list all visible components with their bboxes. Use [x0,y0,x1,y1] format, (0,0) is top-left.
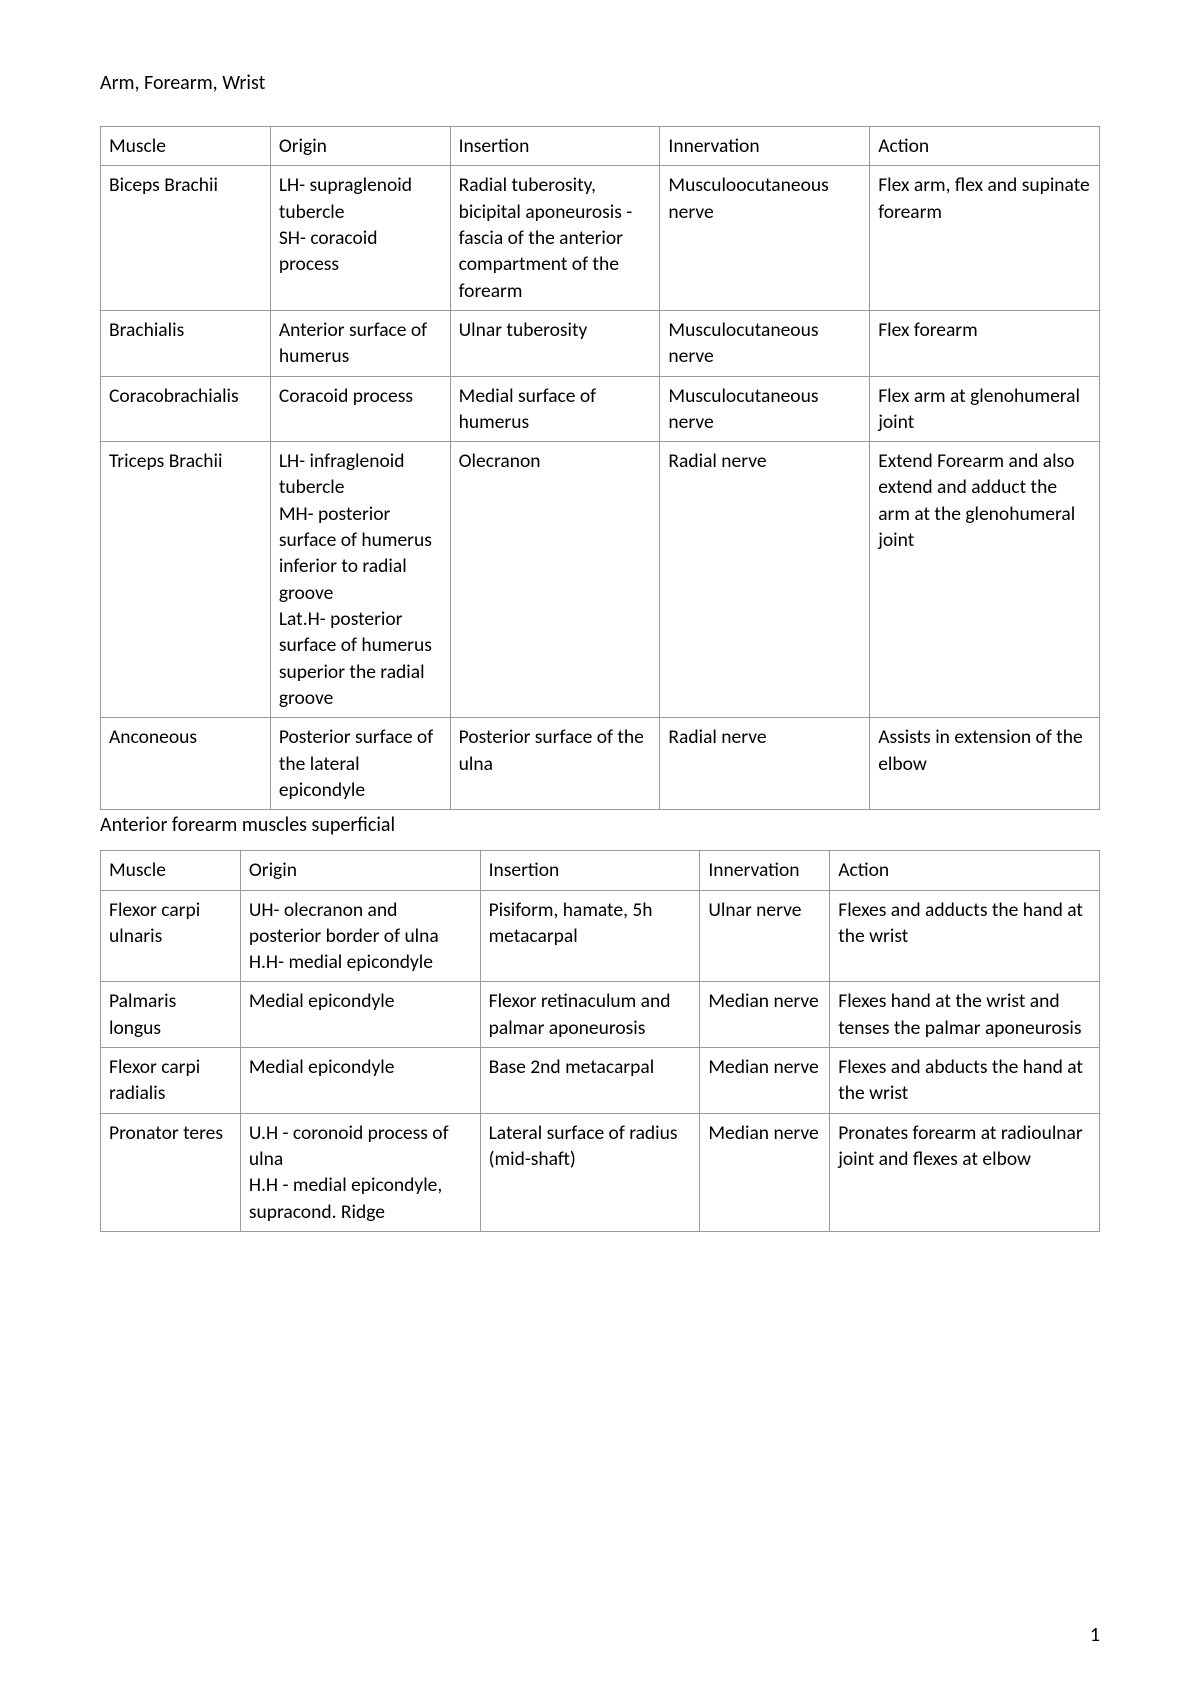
cell-origin: U.H - coronoid process of ulnaH.H - medi… [240,1113,480,1231]
cell-origin: Anterior surface of humerus [270,310,450,376]
cell-innervation: Radial nerve [660,718,870,810]
cell-origin: LH- supraglenoid tubercleSH- coracoid pr… [270,166,450,311]
cell-action: Flex arm, flex and supinate forearm [870,166,1100,311]
cell-origin: Medial epicondyle [240,982,480,1048]
forearm-muscles-table: Muscle Origin Insertion Innervation Acti… [100,850,1100,1232]
table-row: Brachialis Anterior surface of humerus U… [101,310,1100,376]
header-innervation: Innervation [700,851,830,890]
cell-action: Flex arm at glenohumeral joint [870,376,1100,442]
table-row: Biceps Brachii LH- supraglenoid tubercle… [101,166,1100,311]
cell-action: Flexes and adducts the hand at the wrist [830,890,1100,982]
table-row: Flexor carpi ulnaris UH- olecranon and p… [101,890,1100,982]
cell-muscle: Palmaris longus [101,982,241,1048]
header-insertion: Insertion [480,851,700,890]
cell-origin: UH- olecranon and posterior border of ul… [240,890,480,982]
cell-innervation: Musculoocutaneous nerve [660,166,870,311]
table-row: Pronator teres U.H - coronoid process of… [101,1113,1100,1231]
arm-muscles-table: Muscle Origin Insertion Innervation Acti… [100,126,1100,810]
header-origin: Origin [270,127,450,166]
cell-innervation: Musculocutaneous nerve [660,310,870,376]
cell-insertion: Olecranon [450,442,660,718]
cell-muscle: Flexor carpi radialis [101,1048,241,1114]
cell-muscle: Flexor carpi ulnaris [101,890,241,982]
cell-action: Flex forearm [870,310,1100,376]
table2-body: Muscle Origin Insertion Innervation Acti… [101,851,1100,1232]
cell-origin: Medial epicondyle [240,1048,480,1114]
cell-action: Extend Forearm and also extend and adduc… [870,442,1100,718]
cell-insertion: Flexor retinaculum and palmar aponeurosi… [480,982,700,1048]
table-row: Coracobrachialis Coracoid process Medial… [101,376,1100,442]
section-label: Anterior forearm muscles superficial [100,812,1100,838]
table-row: Flexor carpi radialis Medial epicondyle … [101,1048,1100,1114]
header-muscle: Muscle [101,127,271,166]
table1-body: Muscle Origin Insertion Innervation Acti… [101,127,1100,810]
cell-innervation: Ulnar nerve [700,890,830,982]
cell-insertion: Ulnar tuberosity [450,310,660,376]
cell-action: Assists in extension of the elbow [870,718,1100,810]
page-title: Arm, Forearm, Wrist [100,70,1100,96]
cell-muscle: Coracobrachialis [101,376,271,442]
cell-insertion: Posterior surface of the ulna [450,718,660,810]
cell-insertion: Radial tuberosity, bicipital aponeurosis… [450,166,660,311]
cell-innervation: Median nerve [700,1113,830,1231]
header-origin: Origin [240,851,480,890]
header-innervation: Innervation [660,127,870,166]
cell-muscle: Triceps Brachii [101,442,271,718]
header-insertion: Insertion [450,127,660,166]
table-row: Anconeous Posterior surface of the later… [101,718,1100,810]
header-action: Action [830,851,1100,890]
cell-muscle: Biceps Brachii [101,166,271,311]
cell-innervation: Radial nerve [660,442,870,718]
cell-muscle: Pronator teres [101,1113,241,1231]
table-row: Triceps Brachii LH- infraglenoid tubercl… [101,442,1100,718]
table-row: Palmaris longus Medial epicondyle Flexor… [101,982,1100,1048]
cell-action: Flexes and abducts the hand at the wrist [830,1048,1100,1114]
cell-muscle: Brachialis [101,310,271,376]
cell-origin: Posterior surface of the lateral epicond… [270,718,450,810]
cell-innervation: Musculocutaneous nerve [660,376,870,442]
cell-muscle: Anconeous [101,718,271,810]
cell-innervation: Median nerve [700,1048,830,1114]
cell-insertion: Lateral surface of radius (mid-shaft) [480,1113,700,1231]
header-action: Action [870,127,1100,166]
cell-action: Flexes hand at the wrist and tenses the … [830,982,1100,1048]
header-muscle: Muscle [101,851,241,890]
table-header-row: Muscle Origin Insertion Innervation Acti… [101,851,1100,890]
cell-innervation: Median nerve [700,982,830,1048]
page-number: 1 [1090,1622,1100,1648]
cell-origin: LH- infraglenoid tubercleMH- posterior s… [270,442,450,718]
cell-insertion: Base 2nd metacarpal [480,1048,700,1114]
table-header-row: Muscle Origin Insertion Innervation Acti… [101,127,1100,166]
cell-origin: Coracoid process [270,376,450,442]
cell-insertion: Medial surface of humerus [450,376,660,442]
cell-action: Pronates forearm at radioulnar joint and… [830,1113,1100,1231]
cell-insertion: Pisiform, hamate, 5h metacarpal [480,890,700,982]
